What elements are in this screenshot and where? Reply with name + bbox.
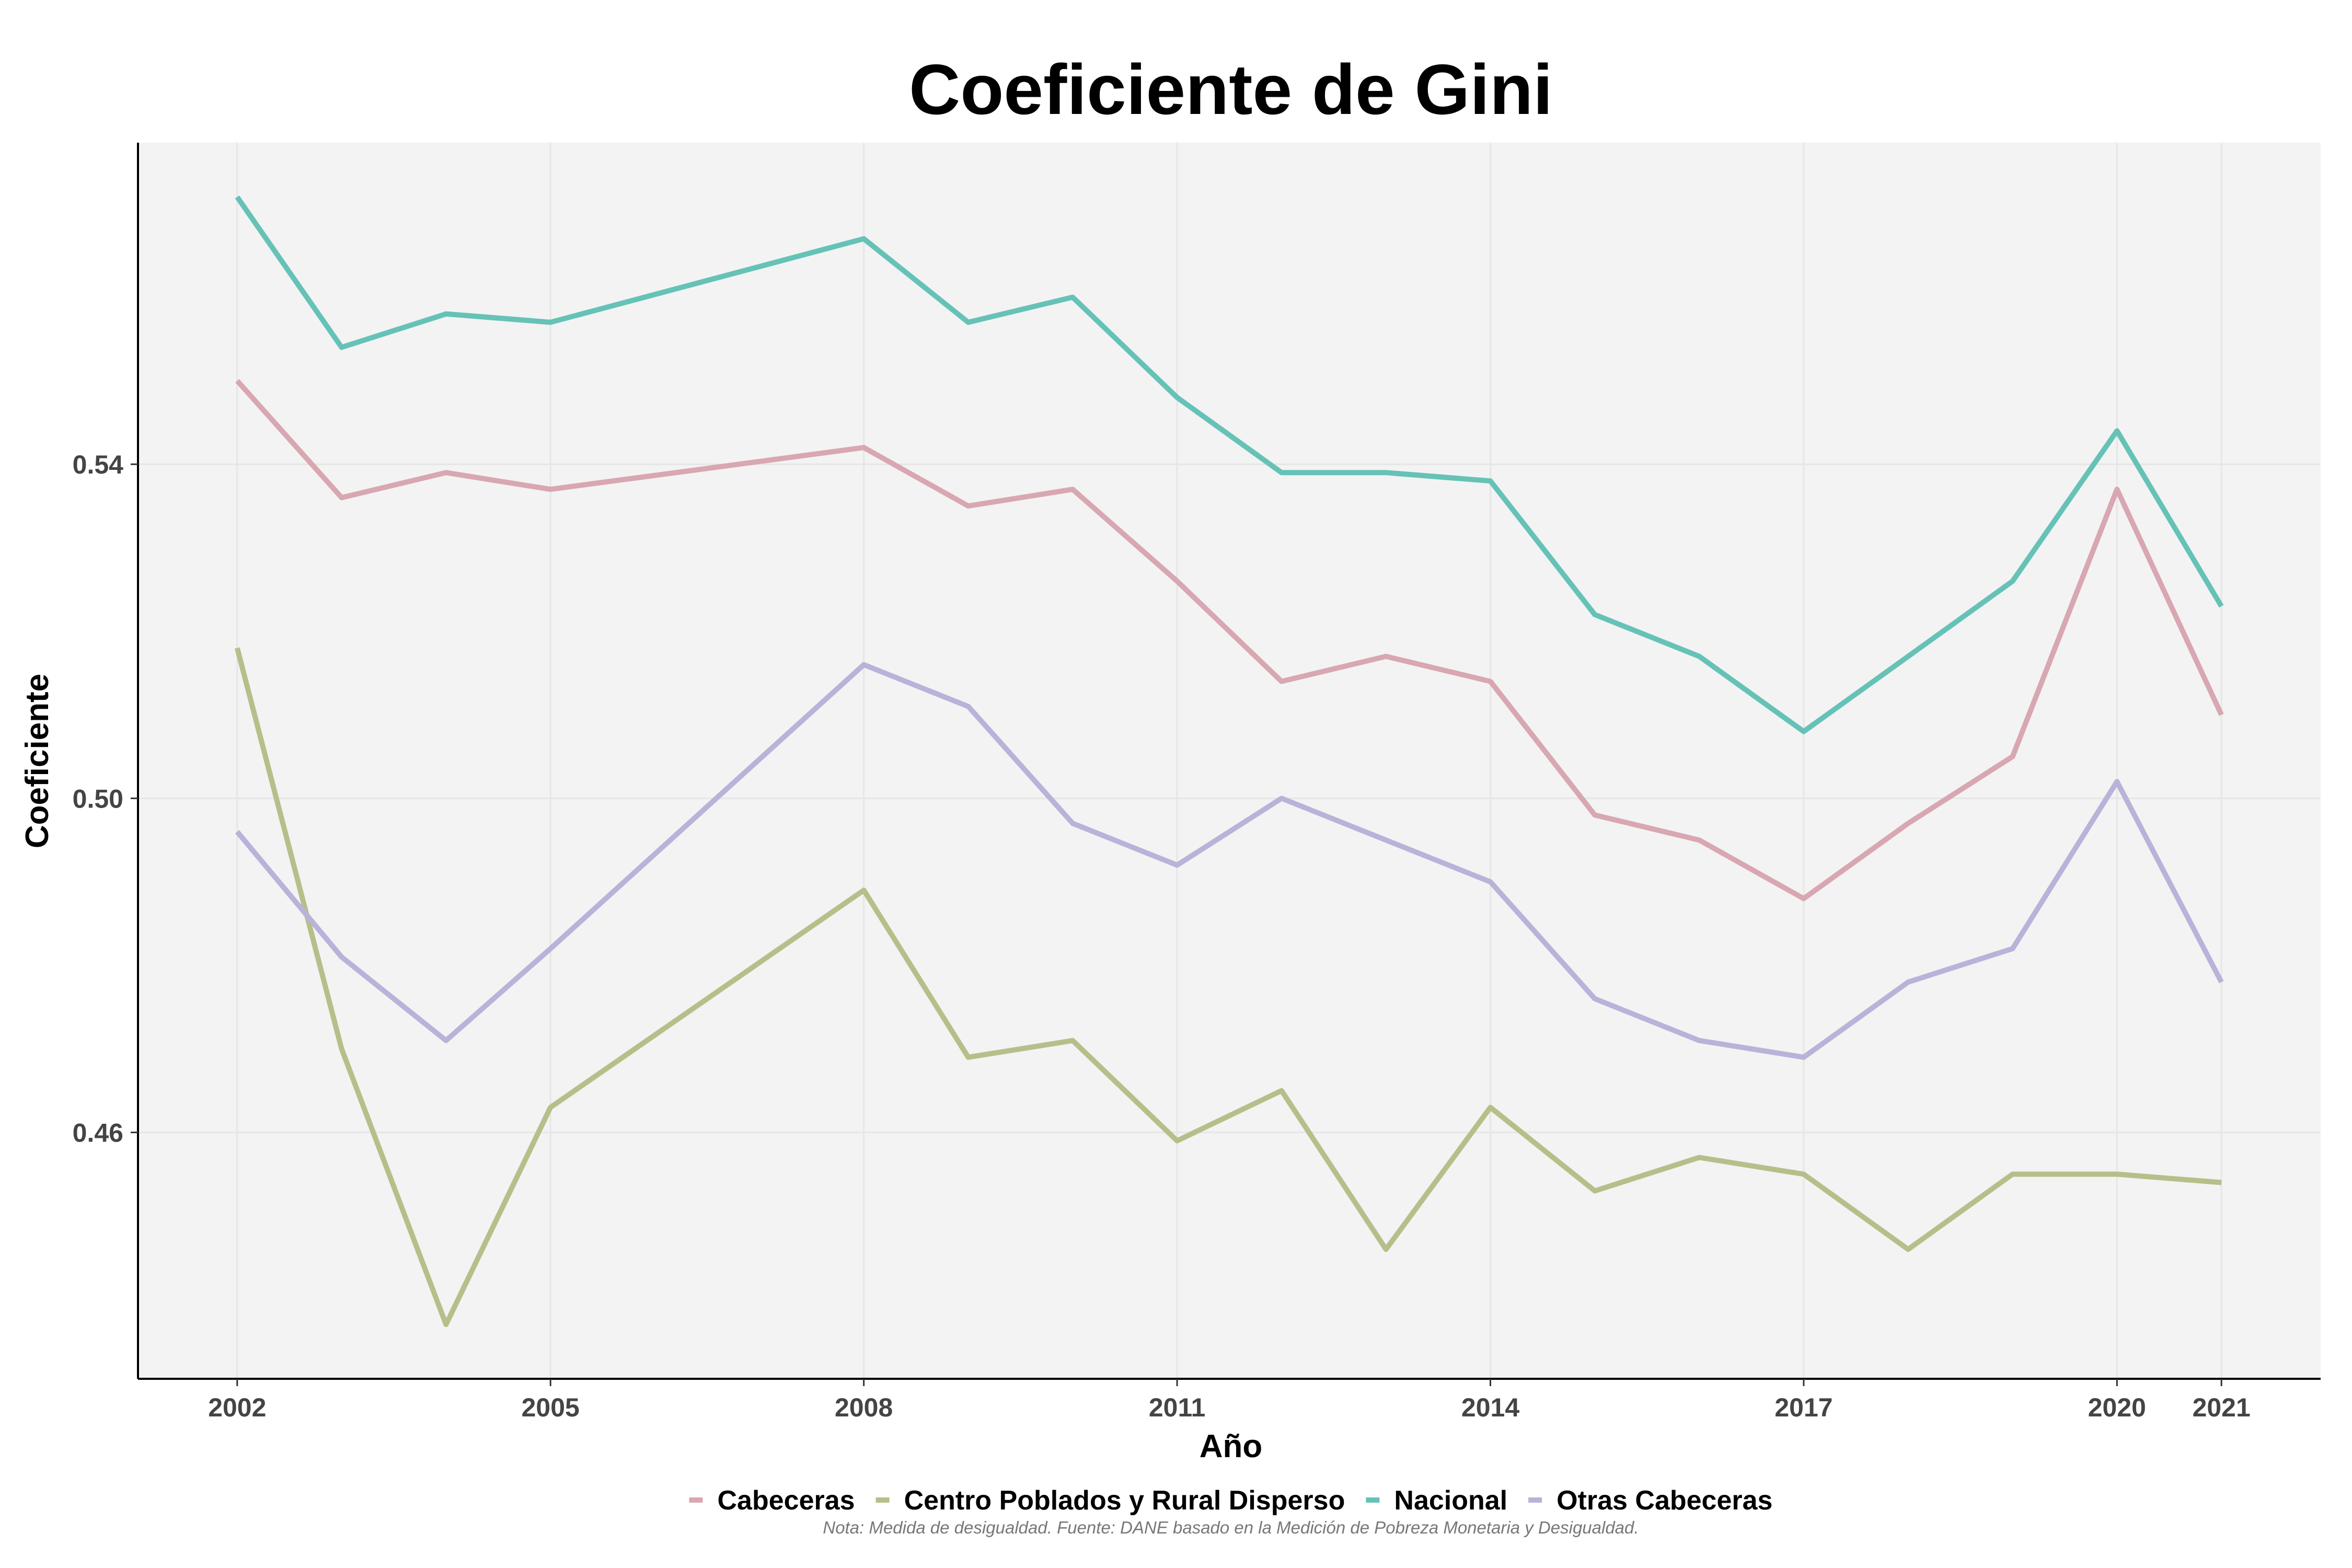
legend: Cabeceras Centro Poblados y Rural Dispers… <box>689 1485 1772 1516</box>
series-line-centro-poblados-y-rural-disperso <box>234 647 2222 1328</box>
legend-label: Otras Cabeceras <box>1557 1485 1772 1516</box>
x-tick-label: 2020 <box>2088 1393 2146 1422</box>
x-tick-label: 2014 <box>1461 1393 1519 1422</box>
legend-item: Cabeceras <box>689 1485 855 1516</box>
series-lines <box>234 195 2224 1328</box>
y-tick-label: 0.50 <box>73 784 123 813</box>
x-tick-label: 2005 <box>522 1393 580 1422</box>
legend-item: Centro Poblados y Rural Disperso <box>875 1485 1345 1516</box>
x-tick-label: 2021 <box>2193 1393 2251 1422</box>
plot-panel <box>138 143 2321 1379</box>
series-line-nacional <box>235 195 2224 734</box>
legend-label: Cabeceras <box>718 1485 855 1516</box>
legend-label: Nacional <box>1394 1485 1507 1516</box>
series-line-cabeceras <box>235 379 2224 902</box>
x-tick-label: 2002 <box>208 1393 266 1422</box>
y-tick-label: 0.46 <box>73 1119 123 1148</box>
x-axis-title: Año <box>1200 1428 1263 1465</box>
x-tick-label: 2017 <box>1774 1393 1832 1422</box>
x-tick-label: 2011 <box>1149 1393 1205 1422</box>
grid-lines <box>138 143 2321 1379</box>
y-tick-label: 0.54 <box>73 450 124 479</box>
axis-ticks: 2002 2005 2008 2011 2014 2017 2020 2021 0.46 0.50… <box>73 450 2251 1422</box>
y-axis-title: Coeficiente <box>19 674 55 848</box>
legend-label: Centro Poblados y Rural Disperso <box>904 1485 1345 1516</box>
source-note: Nota: Medida de desigualdad. Fuente: DAN… <box>823 1518 1639 1537</box>
x-tick-label: 2008 <box>835 1393 893 1422</box>
legend-item: Otras Cabeceras <box>1528 1485 1772 1516</box>
chart-title: Coeficiente de Gini <box>909 50 1553 129</box>
series-line-otras-cabeceras <box>235 662 2224 1060</box>
legend-item: Nacional <box>1366 1485 1507 1516</box>
